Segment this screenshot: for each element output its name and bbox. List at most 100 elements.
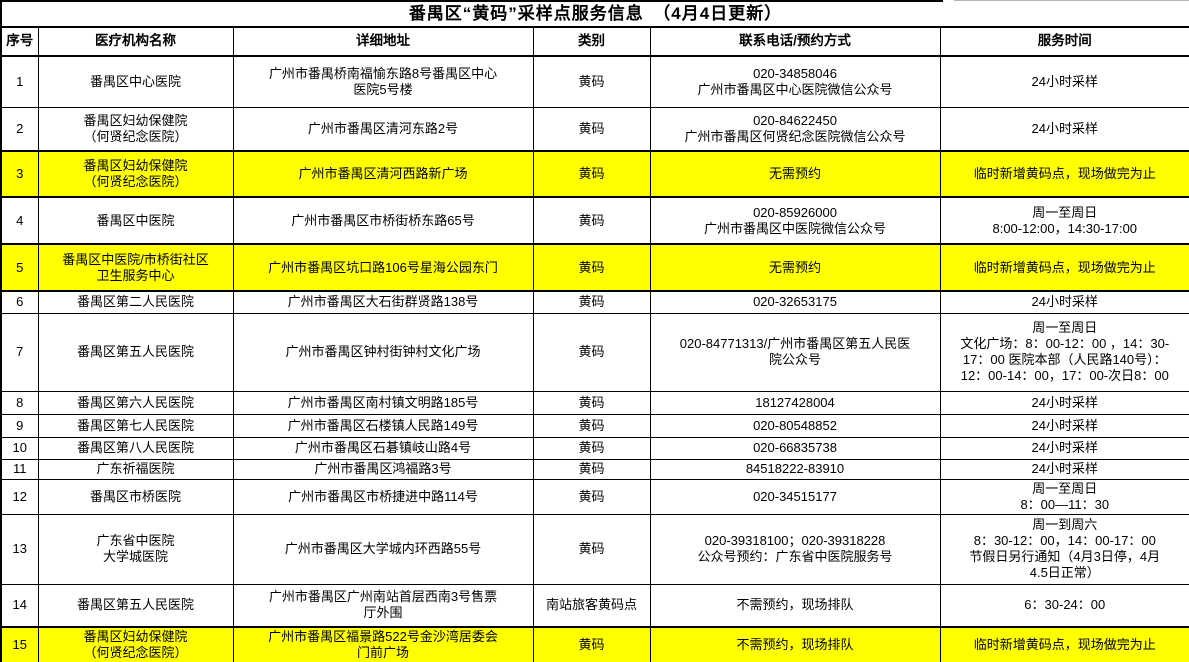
cell-11-no: 11 xyxy=(0,458,39,480)
cell-9-contact: 020-80548852 xyxy=(649,413,941,438)
cell-3-no: 3 xyxy=(0,150,39,198)
cell-15-name: 番禺区妇幼保健院 （何贤纪念医院） xyxy=(37,626,234,662)
col-header-address: 详细地址 xyxy=(232,26,534,57)
col-header-no: 序号 xyxy=(0,26,39,57)
cell-1-address: 广州市番禺桥南福愉东路8号番禺区中心 医院5号楼 xyxy=(232,55,534,108)
table-row-10: 10 番禺区第八人民医院 广州市番禺区石碁镇岐山路4号 黄码 020-66835738 2… xyxy=(0,436,1189,460)
cell-6-hours: 24小时采样 xyxy=(939,290,1189,314)
cell-1-name: 番禺区中心医院 xyxy=(37,55,234,108)
table-row-2: 2 番禺区妇幼保健院 （何贤纪念医院） 广州市番禺区清河东路2号 黄码 020-8462… xyxy=(0,106,1189,152)
cell-15-contact: 不需预约，现场排队 xyxy=(649,626,941,662)
cell-7-hours: 周一至周日 文化广场：8：00-12：00 ，14：30- 17：00 医院本部… xyxy=(939,312,1189,392)
top-border-gap xyxy=(943,0,1189,2)
col-header-hours: 服务时间 xyxy=(939,26,1189,57)
cell-15-address: 广州市番禺区福景路522号金沙湾居委会 门前广场 xyxy=(232,626,534,662)
cell-9-address: 广州市番禺区石楼镇人民路149号 xyxy=(232,413,534,438)
header-row: 序号 医疗机构名称 详细地址 类别 联系电话/预约方式 服务时间 xyxy=(0,26,1189,57)
cell-1-contact: 020-34858046 广州市番禺区中心医院微信公众号 xyxy=(649,55,941,108)
cell-4-category: 黄码 xyxy=(532,196,651,245)
table-row-14: 14 番禺区第五人民医院 广州市番禺区广州南站首层西南3号售票 厅外围 南站旅客黄码点… xyxy=(0,583,1189,628)
cell-4-address: 广州市番禺区市桥街桥东路65号 xyxy=(232,196,534,245)
cell-6-name: 番禺区第二人民医院 xyxy=(37,290,234,314)
cell-1-hours: 24小时采样 xyxy=(939,55,1189,108)
cell-13-name: 广东省中医院 大学城医院 xyxy=(37,513,234,585)
cell-14-hours: 6：30-24：00 xyxy=(939,583,1189,628)
cell-15-category: 黄码 xyxy=(532,626,651,662)
cell-11-contact: 84518222-83910 xyxy=(649,458,941,480)
cell-4-contact: 020-85926000 广州市番禺区中医院微信公众号 xyxy=(649,196,941,245)
table-row-3: 3 番禺区妇幼保健院 （何贤纪念医院） 广州市番禺区清河西路新广场 黄码 无需预约 临时新… xyxy=(0,150,1189,198)
col-header-category: 类别 xyxy=(532,26,651,57)
cell-9-name: 番禺区第七人民医院 xyxy=(37,413,234,438)
cell-13-contact: 020-39318100；020-39318228 公众号预约：广东省中医院服务… xyxy=(649,513,941,585)
cell-1-category: 黄码 xyxy=(532,55,651,108)
table-row-9: 9 番禺区第七人民医院 广州市番禺区石楼镇人民路149号 黄码 020-80548852… xyxy=(0,413,1189,438)
cell-7-no: 7 xyxy=(0,312,39,392)
top-thin-line xyxy=(954,0,1189,1)
cell-10-contact: 020-66835738 xyxy=(649,436,941,460)
col-header-name: 医疗机构名称 xyxy=(37,26,234,57)
cell-3-address: 广州市番禺区清河西路新广场 xyxy=(232,150,534,198)
cell-15-hours: 临时新增黄码点，现场做完为止 xyxy=(939,626,1189,662)
title-row: 番禺区“黄码”采样点服务信息 （4月4日更新） xyxy=(0,0,1189,28)
cell-4-name: 番禺区中医院 xyxy=(37,196,234,245)
cell-2-address: 广州市番禺区清河东路2号 xyxy=(232,106,534,152)
cell-8-no: 8 xyxy=(0,390,39,415)
cell-11-name: 广东祈福医院 xyxy=(37,458,234,480)
cell-10-hours: 24小时采样 xyxy=(939,436,1189,460)
cell-7-category: 黄码 xyxy=(532,312,651,392)
table-row-13: 13 广东省中医院 大学城医院 广州市番禺区大学城内环西路55号 黄码 020-3931… xyxy=(0,513,1189,585)
cell-12-hours: 周一至周日 8：00—11：30 xyxy=(939,478,1189,515)
cell-14-contact: 不需预约，现场排队 xyxy=(649,583,941,628)
cell-8-hours: 24小时采样 xyxy=(939,390,1189,415)
cell-14-address: 广州市番禺区广州南站首层西南3号售票 厅外围 xyxy=(232,583,534,628)
cell-11-address: 广州市番禺区鸿福路3号 xyxy=(232,458,534,480)
cell-6-category: 黄码 xyxy=(532,290,651,314)
cell-14-name: 番禺区第五人民医院 xyxy=(37,583,234,628)
cell-9-no: 9 xyxy=(0,413,39,438)
cell-2-hours: 24小时采样 xyxy=(939,106,1189,152)
cell-8-name: 番禺区第六人民医院 xyxy=(37,390,234,415)
cell-5-hours: 临时新增黄码点，现场做完为止 xyxy=(939,243,1189,292)
cell-13-hours: 周一到周六 8：30-12：00，14：00-17：00 节假日另行通知（4月3… xyxy=(939,513,1189,585)
cell-9-category: 黄码 xyxy=(532,413,651,438)
table-row-1: 1 番禺区中心医院 广州市番禺桥南福愉东路8号番禺区中心 医院5号楼 黄码 020-34… xyxy=(0,55,1189,108)
cell-12-category: 黄码 xyxy=(532,478,651,515)
cell-4-hours: 周一至周日 8:00-12:00，14:30-17:00 xyxy=(939,196,1189,245)
cell-5-contact: 无需预约 xyxy=(649,243,941,292)
cell-2-name: 番禺区妇幼保健院 （何贤纪念医院） xyxy=(37,106,234,152)
table-row-5: 5 番禺区中医院/市桥街社区 卫生服务中心 广州市番禺区坑口路106号星海公园东门黄… xyxy=(0,243,1189,292)
cell-4-no: 4 xyxy=(0,196,39,245)
table-row-6: 6 番禺区第二人民医院 广州市番禺区大石街群贤路138号 黄码 020-32653175… xyxy=(0,290,1189,314)
table-row-7: 7 番禺区第五人民医院 广州市番禺区钟村街钟村文化广场 黄码 020-84771313/… xyxy=(0,312,1189,392)
page-title: 番禺区“黄码”采样点服务信息 （4月4日更新） xyxy=(0,0,1189,28)
cell-5-category: 黄码 xyxy=(532,243,651,292)
cell-2-category: 黄码 xyxy=(532,106,651,152)
cell-7-address: 广州市番禺区钟村街钟村文化广场 xyxy=(232,312,534,392)
cell-2-contact: 020-84622450 广州市番禺区何贤纪念医院微信公众号 xyxy=(649,106,941,152)
cell-8-contact: 18127428004 xyxy=(649,390,941,415)
table-row-4: 4 番禺区中医院 广州市番禺区市桥街桥东路65号 黄码 020-85926000 广州市… xyxy=(0,196,1189,245)
cell-6-no: 6 xyxy=(0,290,39,314)
cell-11-category: 黄码 xyxy=(532,458,651,480)
table-row-11: 11 广东祈福医院 广州市番禺区鸿福路3号 黄码 84518222-83910 24小时采… xyxy=(0,458,1189,480)
cell-3-hours: 临时新增黄码点，现场做完为止 xyxy=(939,150,1189,198)
cell-2-no: 2 xyxy=(0,106,39,152)
cell-14-category: 南站旅客黄码点 xyxy=(532,583,651,628)
cell-10-address: 广州市番禺区石碁镇岐山路4号 xyxy=(232,436,534,460)
cell-5-address: 广州市番禺区坑口路106号星海公园东门 xyxy=(232,243,534,292)
cell-6-contact: 020-32653175 xyxy=(649,290,941,314)
cell-12-no: 12 xyxy=(0,478,39,515)
cell-10-name: 番禺区第八人民医院 xyxy=(37,436,234,460)
col-header-contact: 联系电话/预约方式 xyxy=(649,26,941,57)
cell-13-no: 13 xyxy=(0,513,39,585)
cell-6-address: 广州市番禺区大石街群贤路138号 xyxy=(232,290,534,314)
cell-3-category: 黄码 xyxy=(532,150,651,198)
cell-3-contact: 无需预约 xyxy=(649,150,941,198)
cell-10-no: 10 xyxy=(0,436,39,460)
table-row-12: 12 番禺区市桥医院 广州市番禺区市桥捷进中路114号 黄码 020-34515177 周… xyxy=(0,478,1189,515)
cell-11-hours: 24小时采样 xyxy=(939,458,1189,480)
cell-12-contact: 020-34515177 xyxy=(649,478,941,515)
